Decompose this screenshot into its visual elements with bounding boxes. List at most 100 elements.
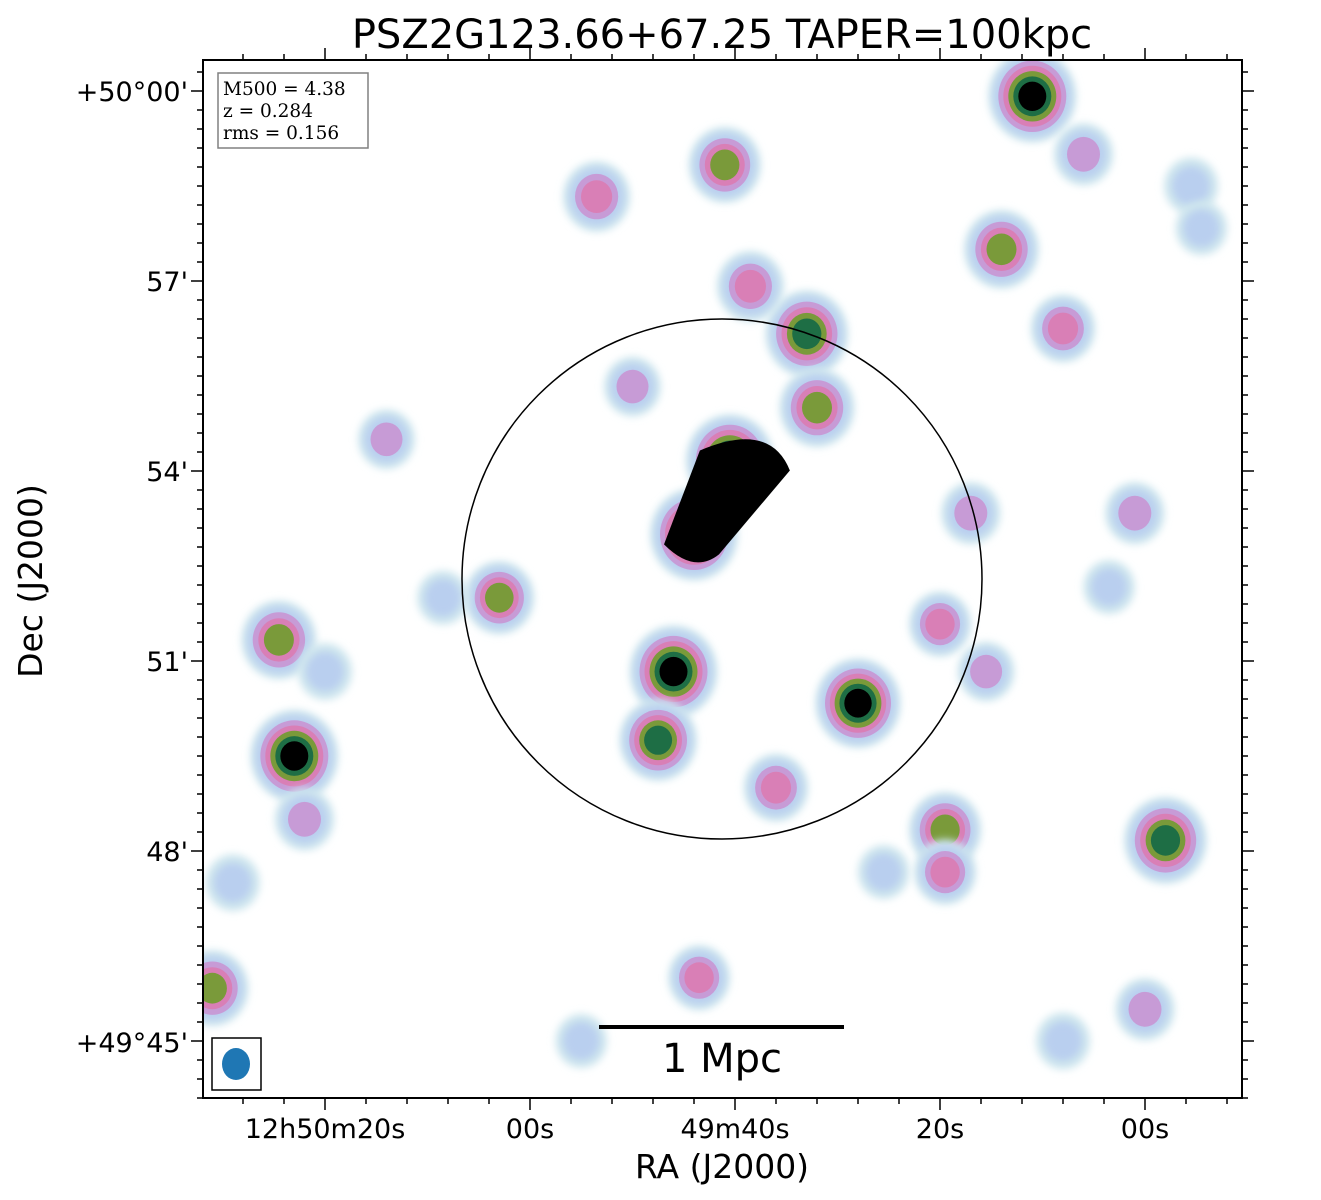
- radio-source: [297, 643, 353, 701]
- source-contour: [930, 856, 960, 888]
- source-contour: [1018, 81, 1047, 112]
- radio-source: [1053, 123, 1114, 186]
- info-redshift: z = 0.284: [223, 101, 313, 122]
- source-contour: [930, 814, 960, 846]
- y-tick-label: +50°00': [76, 77, 188, 108]
- source-contour: [1044, 1021, 1082, 1061]
- source-contour: [616, 369, 649, 404]
- source-contour: [1118, 495, 1152, 531]
- radio-source: [815, 658, 901, 748]
- radio-source: [555, 1013, 608, 1069]
- radio-source: [743, 753, 809, 822]
- radio-source: [1030, 294, 1096, 363]
- radio-source: [779, 368, 855, 448]
- source-contour: [802, 391, 832, 424]
- emission-layer: [203, 60, 1228, 1070]
- radio-source: [668, 945, 731, 1011]
- radio-source: [1035, 1012, 1091, 1070]
- y-tick-label: 54': [146, 457, 188, 488]
- source-contour: [581, 180, 613, 214]
- radio-source: [1124, 796, 1207, 884]
- source-contour: [644, 725, 673, 755]
- axis-ticks: [191, 48, 1254, 1110]
- radio-source: [274, 788, 335, 851]
- radio-source: [988, 60, 1077, 143]
- info-box: [217, 72, 369, 149]
- plot-frame: [202, 59, 1243, 1099]
- x-axis-label: RA (J2000): [635, 1147, 809, 1186]
- source-contour: [1067, 136, 1100, 172]
- radio-source: [1083, 560, 1135, 615]
- radio-source: [914, 839, 977, 905]
- source-contour: [844, 688, 872, 718]
- info-rms: rms = 0.156: [223, 123, 339, 144]
- source-contour: [1172, 166, 1211, 206]
- y-tick-label: 57': [146, 267, 188, 298]
- radio-source: [619, 699, 697, 781]
- radio-source: [1105, 482, 1165, 545]
- radio-source: [205, 854, 260, 912]
- x-tick-label: 12h50m20s: [245, 1114, 406, 1145]
- source-contour: [659, 656, 688, 687]
- source-contour: [1128, 991, 1162, 1027]
- radio-source: [464, 561, 535, 635]
- radio-source: [857, 845, 910, 900]
- source-contour: [684, 962, 714, 994]
- y-tick-label: 48': [146, 837, 188, 868]
- radio-source: [203, 950, 249, 1027]
- plot-background: [203, 60, 1242, 1098]
- y-axis-label: Dec (J2000): [11, 484, 50, 678]
- r500-circle: [461, 318, 983, 840]
- source-contour: [760, 771, 792, 804]
- source-contour: [280, 741, 309, 771]
- x-tick-label: 00s: [506, 1114, 554, 1145]
- chart-title: PSZ2G123.66+67.25 TAPER=100kpc: [352, 12, 1092, 58]
- source-contour: [485, 582, 514, 613]
- beam-ellipse: [222, 1048, 250, 1080]
- scale-bar-label: 1 Mpc: [662, 1036, 782, 1082]
- source-contour: [710, 149, 740, 181]
- y-tick-label: +49°45': [76, 1028, 188, 1059]
- source-contour: [925, 608, 955, 640]
- source-contour: [734, 269, 767, 303]
- source-contour: [1150, 825, 1181, 856]
- radio-source: [1115, 978, 1175, 1041]
- source-contour: [1183, 209, 1220, 248]
- radio-source: [563, 161, 631, 232]
- source-contour: [306, 651, 344, 692]
- radio-source: [241, 600, 317, 680]
- radio-source: [941, 482, 1001, 545]
- radio-source: [1164, 157, 1219, 215]
- radio-source: [358, 409, 415, 470]
- radio-source: [604, 356, 661, 417]
- radio-source: [1175, 201, 1228, 256]
- source-contour: [424, 578, 462, 617]
- source-contour: [970, 654, 1003, 689]
- source-contour: [865, 853, 902, 892]
- radio-source: [250, 709, 339, 803]
- source-contour: [203, 972, 227, 1004]
- info-m500: M500 = 4.38: [223, 79, 346, 100]
- radio-source: [964, 209, 1039, 289]
- source-contour: [563, 1021, 600, 1061]
- source-contour: [370, 422, 403, 457]
- radio-source: [417, 570, 469, 625]
- source-contour: [288, 801, 321, 837]
- x-tick-label: 20s: [916, 1114, 964, 1145]
- radio-source: [688, 126, 761, 203]
- source-contour: [213, 862, 252, 903]
- radio-source: [909, 591, 971, 657]
- x-tick-label: 49m40s: [680, 1114, 789, 1145]
- source-contour: [954, 495, 988, 531]
- source-contour: [263, 624, 294, 656]
- source-contour: [986, 233, 1017, 266]
- radio-source: [957, 641, 1015, 702]
- y-tick-label: 51': [146, 647, 188, 678]
- radio-source: [629, 625, 718, 718]
- cluster-core: [664, 439, 790, 563]
- x-tick-label: 00s: [1121, 1114, 1169, 1145]
- source-contour: [1090, 568, 1128, 607]
- source-contour: [1047, 312, 1079, 345]
- radio-source: [716, 250, 785, 322]
